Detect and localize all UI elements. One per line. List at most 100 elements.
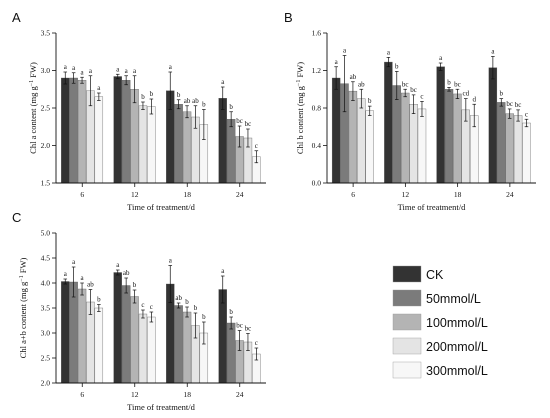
- bar: [174, 104, 183, 184]
- x-axis-label: Time of treatment/d: [127, 402, 195, 412]
- significance-letter: bc: [236, 117, 243, 125]
- bar: [384, 61, 393, 184]
- bar: [130, 89, 139, 184]
- panel-label: C: [12, 210, 21, 225]
- bar: [61, 77, 70, 184]
- bar: [138, 105, 148, 184]
- x-tick-label: 18: [184, 390, 192, 399]
- significance-letter: bc: [454, 80, 461, 88]
- significance-letter: a: [169, 63, 173, 71]
- x-axis-label: Time of treatment/d: [398, 202, 466, 212]
- bar: [444, 89, 454, 184]
- y-tick-label: 5.0: [41, 229, 51, 238]
- y-axis-label: Chl b content (mg g−1 FW): [295, 62, 305, 154]
- bar: [453, 93, 462, 184]
- legend-swatch: [392, 265, 422, 283]
- bar: [401, 92, 410, 184]
- significance-letter: a: [221, 267, 225, 275]
- significance-letter: a: [72, 258, 76, 266]
- x-tick-label: 24: [236, 190, 244, 199]
- legend-label: CK: [426, 268, 444, 282]
- x-axis-label: Time of treatment/d: [127, 202, 195, 212]
- significance-letter: ab: [175, 294, 182, 302]
- legend-swatch: [392, 361, 422, 379]
- x-tick-label: 18: [184, 190, 192, 199]
- bar: [147, 316, 156, 384]
- significance-letter: ab: [192, 97, 199, 105]
- legend: CK 50mmol/L 100mmol/L 200mmol/L 300mmol/L: [392, 265, 488, 379]
- significance-letter: ab: [184, 97, 191, 105]
- x-tick-label: 6: [80, 390, 84, 399]
- significance-letter: b: [185, 298, 189, 306]
- y-tick-label: 0.0: [312, 179, 322, 188]
- bar: [147, 106, 156, 184]
- significance-letter: bc: [402, 80, 409, 88]
- bar: [218, 98, 227, 184]
- significance-letter: bc: [236, 322, 243, 330]
- y-axis-label: Chl a content (mg g−1 FW): [28, 62, 38, 154]
- significance-letter: c: [141, 301, 144, 309]
- bar: [226, 119, 236, 184]
- y-tick-label: 3.5: [41, 29, 51, 38]
- bar: [357, 98, 366, 184]
- y-tick-label: 2.5: [41, 104, 51, 113]
- bar: [121, 80, 131, 184]
- bar: [174, 305, 183, 384]
- panel-label: A: [12, 10, 21, 25]
- y-tick-label: 1.2: [312, 66, 322, 75]
- significance-letter: ab: [123, 269, 130, 277]
- bar: [138, 313, 148, 384]
- y-tick-label: 2.5: [41, 354, 51, 363]
- legend-label: 100mmol/L: [426, 316, 488, 330]
- y-tick-label: 3.5: [41, 304, 51, 313]
- legend-swatch: [392, 337, 422, 355]
- bar: [497, 102, 506, 184]
- significance-letter: b: [229, 103, 233, 111]
- significance-letter: ab: [350, 73, 357, 81]
- significance-letter: c: [420, 92, 423, 100]
- significance-letter: c: [150, 303, 153, 311]
- significance-letter: b: [97, 296, 101, 304]
- y-tick-label: 1.5: [41, 179, 51, 188]
- bar: [409, 104, 418, 184]
- bar: [331, 77, 341, 184]
- x-tick-label: 12: [131, 390, 139, 399]
- significance-letter: b: [141, 93, 145, 101]
- bar: [365, 110, 374, 184]
- significance-letter: b: [368, 97, 372, 105]
- significance-letter: bc: [506, 100, 513, 108]
- significance-letter: b: [500, 90, 504, 98]
- bar: [226, 322, 236, 384]
- x-tick-label: 24: [506, 190, 514, 199]
- significance-letter: cd: [463, 90, 470, 98]
- significance-letter: b: [177, 91, 181, 99]
- bar: [113, 272, 122, 384]
- significance-letter: c: [255, 142, 258, 150]
- significance-letter: c: [525, 110, 528, 118]
- significance-letter: a: [169, 257, 173, 265]
- significance-letter: ab: [358, 80, 365, 88]
- significance-letter: a: [64, 63, 68, 71]
- significance-letter: a: [439, 54, 443, 62]
- significance-letter: d: [472, 95, 476, 103]
- bar: [61, 281, 70, 384]
- bar: [130, 296, 139, 384]
- significance-letter: b: [202, 313, 206, 321]
- bar: [392, 85, 401, 184]
- significance-letter: b: [229, 308, 233, 316]
- bar: [417, 108, 427, 184]
- bar: [348, 90, 358, 184]
- significance-letter: a: [64, 270, 68, 278]
- significance-letter: a: [343, 47, 347, 55]
- y-tick-label: 2.0: [41, 141, 51, 150]
- y-tick-label: 3.0: [41, 66, 51, 75]
- significance-letter: bc: [245, 120, 252, 128]
- legend-swatch: [392, 313, 422, 331]
- significance-letter: c: [255, 339, 258, 347]
- bar: [113, 76, 122, 184]
- bar: [182, 311, 192, 384]
- legend-label: 200mmol/L: [426, 340, 488, 354]
- bar: [77, 80, 87, 184]
- significance-letter: a: [335, 58, 339, 66]
